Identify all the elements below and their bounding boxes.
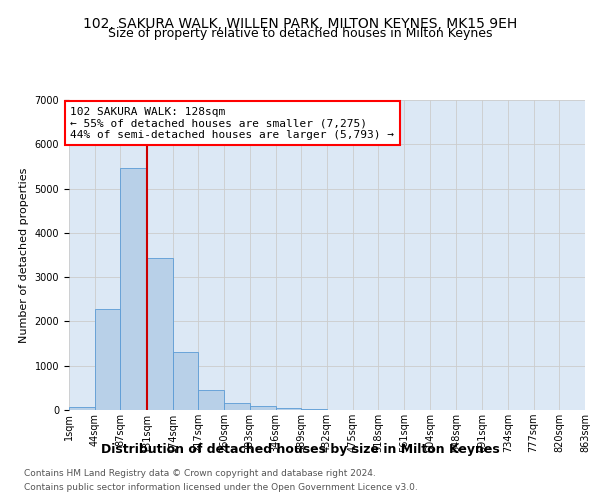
Bar: [224, 403, 250, 410]
Text: Size of property relative to detached houses in Milton Keynes: Size of property relative to detached ho…: [108, 28, 492, 40]
Y-axis label: Number of detached properties: Number of detached properties: [19, 168, 29, 342]
Bar: [95, 310, 121, 410]
Bar: [121, 168, 147, 410]
Bar: [198, 390, 224, 410]
Text: Contains public sector information licensed under the Open Government Licence v3: Contains public sector information licen…: [24, 484, 418, 492]
Bar: [301, 408, 327, 410]
Text: Contains HM Land Registry data © Crown copyright and database right 2024.: Contains HM Land Registry data © Crown c…: [24, 468, 376, 477]
Bar: [147, 258, 173, 410]
Text: 102 SAKURA WALK: 128sqm
← 55% of detached houses are smaller (7,275)
44% of semi: 102 SAKURA WALK: 128sqm ← 55% of detache…: [70, 106, 394, 140]
Bar: [69, 406, 95, 410]
Bar: [275, 408, 301, 410]
Text: 102, SAKURA WALK, WILLEN PARK, MILTON KEYNES, MK15 9EH: 102, SAKURA WALK, WILLEN PARK, MILTON KE…: [83, 18, 517, 32]
Text: Distribution of detached houses by size in Milton Keynes: Distribution of detached houses by size …: [101, 442, 499, 456]
Bar: [173, 352, 198, 410]
Bar: [250, 406, 275, 410]
